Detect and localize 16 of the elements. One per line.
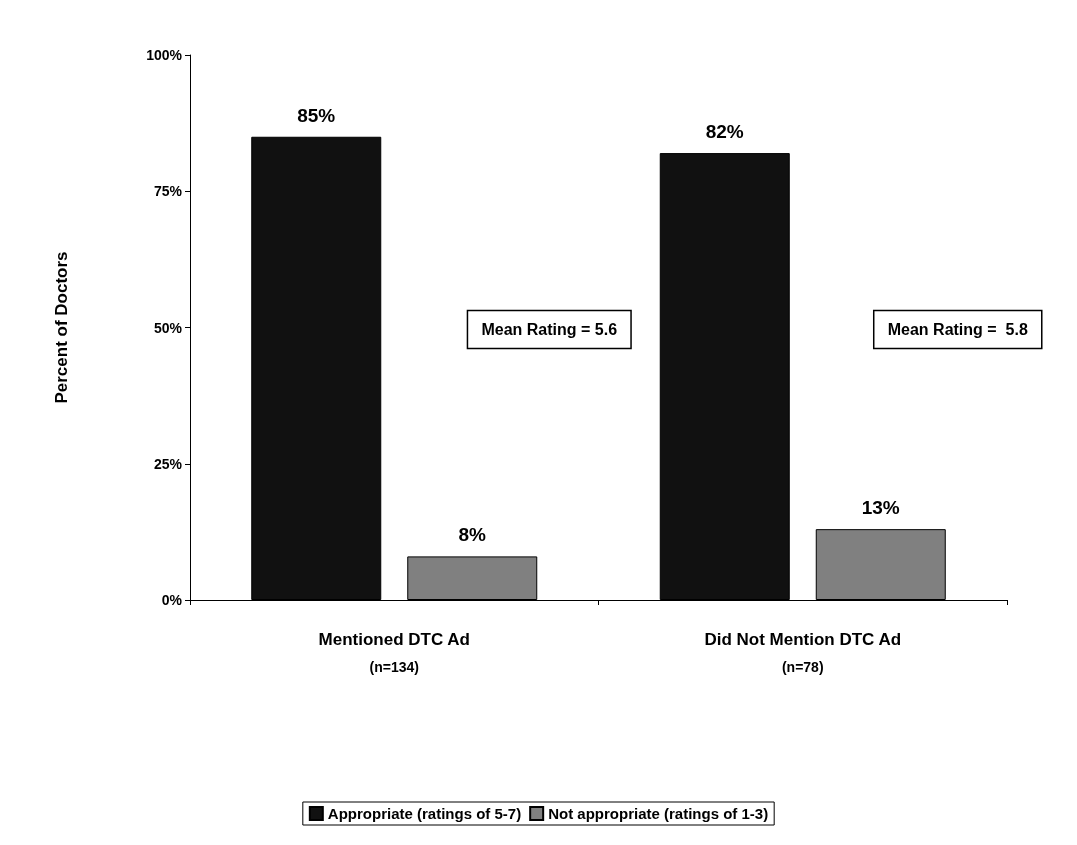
data-label: 82% (705, 121, 744, 143)
annotation: Mean Rating = 5.8 (887, 321, 1028, 338)
y-tick-label: 50% (153, 319, 183, 336)
y-tick-label: 75% (153, 183, 183, 200)
annotation: Mean Rating = 5.6 (481, 321, 618, 338)
data-label: 8% (458, 524, 487, 546)
y-tick-label: 25% (153, 455, 183, 472)
x-tick-label: Did Not Mention DTC Ad (n=78) (704, 629, 902, 675)
y-tick-label: 0% (161, 592, 183, 608)
legend-label: Appropriate (ratings of 5-7) (327, 805, 522, 822)
x-tick-label: Mentioned DTC Ad (n=134) (318, 629, 470, 675)
y-axis-title: Percent of Doctors (52, 251, 71, 404)
y-tick-label: 100% (146, 47, 183, 63)
data-label: 13% (861, 497, 900, 519)
data-label: 85% (297, 104, 336, 126)
legend-label: Not appropriate (ratings of 1-3) (548, 805, 769, 822)
